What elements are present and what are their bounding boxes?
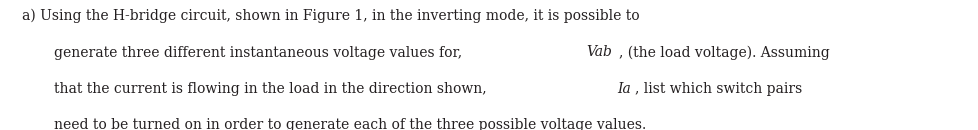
Text: , list which switch pairs: , list which switch pairs	[635, 82, 802, 96]
Text: that the current is flowing in the load in the direction shown,: that the current is flowing in the load …	[54, 82, 490, 96]
Text: Ia: Ia	[617, 82, 631, 96]
Text: need to be turned on in order to generate each of the three possible voltage val: need to be turned on in order to generat…	[54, 118, 645, 130]
Text: a) Using the H-bridge circuit, shown in Figure 1, in the inverting mode, it is p: a) Using the H-bridge circuit, shown in …	[22, 9, 639, 24]
Text: generate three different instantaneous voltage values for,: generate three different instantaneous v…	[54, 46, 466, 60]
Text: , (the load voltage). Assuming: , (the load voltage). Assuming	[619, 46, 829, 60]
Text: Vab: Vab	[586, 46, 611, 60]
